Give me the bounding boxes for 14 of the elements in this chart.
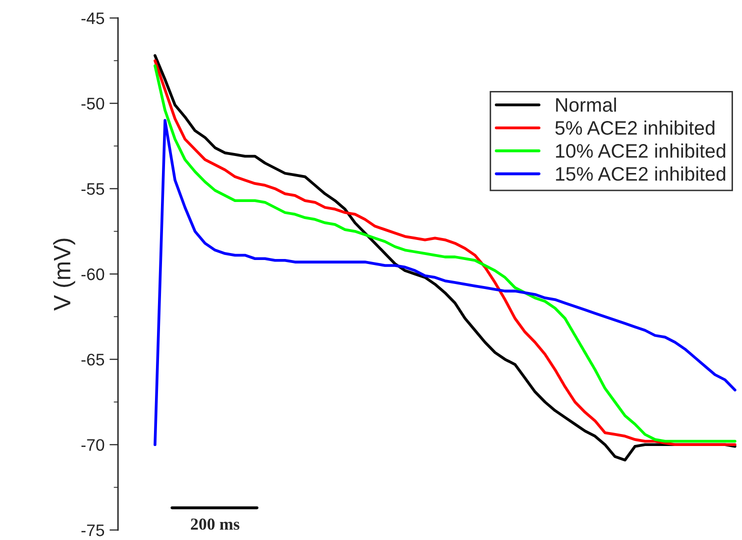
legend-label: 5% ACE2 inhibited [555,120,714,135]
annotation: 200 ms [190,518,240,530]
y-axis-title: V (mV) [53,238,76,311]
y-tick-label: -65 [81,354,104,366]
y-tick-label: -45 [81,12,104,24]
legend-label: 10% ACE2 inhibited [556,144,726,158]
line-series [154,119,736,446]
y-tick-label: -50 [81,98,104,110]
legend-label: 15% ACE2 inhibited [556,166,726,181]
y-tick-label: -70 [81,439,104,451]
legend-label: Normal [556,98,616,112]
y-tick-label: -55 [81,183,104,195]
y-tick-label: -60 [81,268,104,280]
y-tick-label: -75 [81,524,104,536]
